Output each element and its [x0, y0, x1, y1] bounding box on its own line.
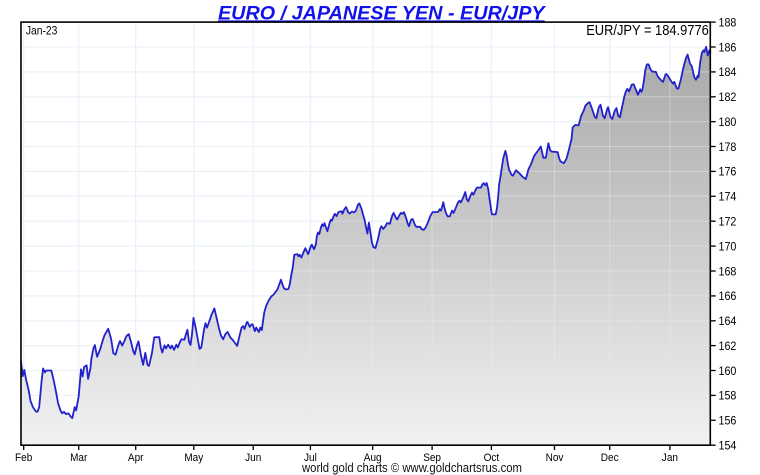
svg-text:Apr: Apr	[128, 452, 144, 464]
svg-text:Sep: Sep	[423, 452, 441, 464]
svg-text:154: 154	[719, 439, 737, 453]
svg-text:188: 188	[719, 15, 737, 29]
svg-text:EURO / JAPANESE YEN - EUR/JPY: EURO / JAPANESE YEN - EUR/JPY	[218, 3, 547, 24]
svg-text:Jan: Jan	[662, 452, 678, 464]
svg-text:164: 164	[719, 314, 737, 328]
svg-text:178: 178	[719, 140, 737, 154]
svg-text:Dec: Dec	[601, 452, 619, 464]
svg-text:Oct: Oct	[484, 452, 500, 464]
svg-text:186: 186	[719, 40, 737, 54]
svg-text:170: 170	[719, 239, 737, 253]
svg-text:Feb: Feb	[15, 452, 32, 464]
svg-text:168: 168	[719, 264, 737, 278]
svg-text:182: 182	[719, 90, 737, 104]
svg-text:180: 180	[719, 115, 737, 129]
svg-text:172: 172	[719, 215, 737, 229]
svg-text:Nov: Nov	[546, 452, 564, 464]
svg-text:world gold charts © www.goldch: world gold charts © www.goldchartsrus.co…	[301, 460, 522, 475]
svg-text:May: May	[184, 452, 203, 464]
svg-text:184: 184	[719, 65, 737, 79]
svg-text:156: 156	[719, 414, 737, 428]
svg-text:162: 162	[719, 339, 737, 353]
svg-text:Jul: Jul	[304, 452, 317, 464]
svg-text:158: 158	[719, 389, 737, 403]
svg-text:166: 166	[719, 289, 737, 303]
svg-text:176: 176	[719, 165, 737, 179]
svg-text:160: 160	[719, 364, 737, 378]
svg-text:Jun: Jun	[245, 452, 261, 464]
svg-text:Aug: Aug	[364, 452, 382, 464]
svg-text:EUR/JPY = 184.9776: EUR/JPY = 184.9776	[586, 23, 709, 39]
svg-text:174: 174	[719, 190, 737, 204]
svg-text:Jan-23: Jan-23	[26, 24, 58, 38]
svg-text:Mar: Mar	[70, 452, 87, 464]
